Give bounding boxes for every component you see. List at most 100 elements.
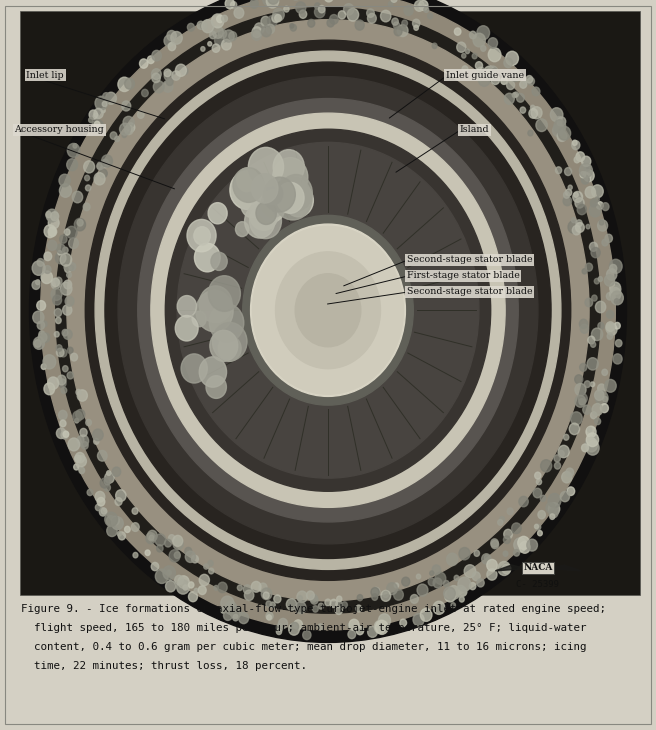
Text: Second-stage stator blade: Second-stage stator blade [407, 288, 533, 296]
Circle shape [41, 271, 52, 283]
Circle shape [52, 295, 62, 305]
Circle shape [261, 588, 272, 599]
Circle shape [590, 412, 597, 419]
Circle shape [520, 80, 527, 88]
Circle shape [575, 383, 586, 396]
Circle shape [174, 552, 180, 558]
Circle shape [103, 93, 110, 100]
Circle shape [572, 141, 580, 150]
Circle shape [165, 129, 491, 491]
Circle shape [306, 591, 314, 599]
Circle shape [78, 435, 89, 447]
Circle shape [459, 548, 470, 560]
Circle shape [596, 391, 608, 405]
Circle shape [484, 555, 489, 560]
Circle shape [216, 15, 223, 23]
Circle shape [318, 624, 323, 630]
Circle shape [540, 495, 546, 502]
Circle shape [69, 238, 79, 249]
Circle shape [56, 348, 64, 357]
Circle shape [348, 630, 356, 639]
Circle shape [188, 592, 197, 602]
Circle shape [152, 73, 160, 82]
Circle shape [459, 588, 467, 596]
Circle shape [243, 215, 413, 405]
Circle shape [73, 144, 77, 148]
Circle shape [283, 184, 314, 217]
Circle shape [335, 607, 342, 615]
Circle shape [192, 311, 206, 327]
Circle shape [592, 185, 604, 198]
Circle shape [115, 137, 119, 142]
Circle shape [514, 550, 520, 556]
Circle shape [54, 309, 62, 317]
Circle shape [77, 436, 84, 444]
Circle shape [211, 253, 227, 270]
Polygon shape [495, 565, 526, 571]
Circle shape [237, 168, 258, 192]
Circle shape [208, 561, 213, 566]
Circle shape [501, 77, 507, 85]
Circle shape [87, 489, 92, 496]
Circle shape [95, 491, 105, 502]
Circle shape [199, 286, 232, 323]
Circle shape [183, 585, 188, 590]
Circle shape [234, 7, 244, 18]
Circle shape [60, 349, 67, 357]
Circle shape [80, 429, 87, 437]
Circle shape [516, 93, 524, 102]
Circle shape [163, 81, 173, 92]
Circle shape [566, 468, 573, 477]
Circle shape [181, 354, 207, 383]
Circle shape [546, 503, 555, 513]
Circle shape [251, 174, 278, 203]
Circle shape [209, 276, 240, 312]
Circle shape [150, 535, 154, 540]
Circle shape [605, 380, 616, 392]
Circle shape [512, 93, 516, 98]
Circle shape [157, 545, 163, 552]
Circle shape [585, 299, 592, 307]
Circle shape [386, 583, 398, 595]
Circle shape [428, 578, 435, 585]
Circle shape [356, 626, 363, 635]
Circle shape [56, 244, 65, 253]
Circle shape [548, 503, 560, 515]
Circle shape [504, 93, 514, 104]
Circle shape [291, 623, 298, 631]
Circle shape [398, 25, 408, 36]
Circle shape [55, 277, 62, 285]
Circle shape [455, 28, 461, 35]
Circle shape [69, 266, 73, 271]
Circle shape [176, 580, 190, 594]
Circle shape [589, 204, 601, 217]
Circle shape [554, 120, 565, 133]
Circle shape [155, 569, 168, 583]
Circle shape [445, 590, 456, 602]
Circle shape [252, 27, 262, 37]
Circle shape [458, 577, 471, 591]
Circle shape [92, 429, 103, 441]
Circle shape [187, 220, 216, 252]
Circle shape [605, 323, 614, 333]
Circle shape [273, 8, 284, 21]
Circle shape [433, 578, 442, 588]
Circle shape [152, 562, 159, 571]
Circle shape [537, 479, 542, 485]
Circle shape [71, 353, 77, 361]
Circle shape [347, 8, 359, 21]
Circle shape [557, 131, 567, 142]
Circle shape [433, 602, 445, 615]
Circle shape [501, 77, 507, 84]
Circle shape [379, 614, 390, 627]
Circle shape [502, 564, 511, 574]
Circle shape [138, 111, 144, 118]
Circle shape [67, 272, 72, 277]
Circle shape [338, 11, 346, 19]
Circle shape [89, 118, 93, 123]
Circle shape [62, 329, 68, 336]
Circle shape [44, 225, 56, 238]
Circle shape [299, 10, 307, 18]
Circle shape [89, 110, 98, 120]
Circle shape [115, 498, 122, 505]
